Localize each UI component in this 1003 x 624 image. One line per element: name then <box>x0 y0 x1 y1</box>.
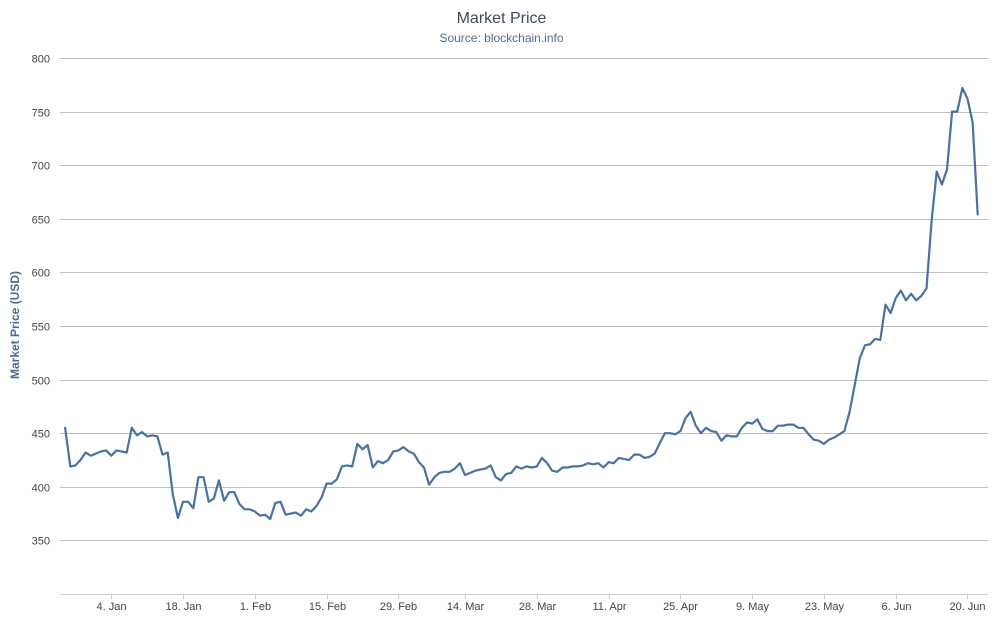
y-tick-label: 650 <box>32 215 50 227</box>
x-axis-ticks: 4. Jan 18. Jan 1. Feb 15. Feb 29. Feb 14. Mar… <box>97 594 986 613</box>
y-tick-label: 800 <box>32 54 50 66</box>
x-tick-label: 4. Jan <box>97 601 127 613</box>
x-tick-label: 11. Apr <box>592 601 626 613</box>
series-line <box>63 86 979 521</box>
grid-lines <box>60 58 988 541</box>
y-tick-label: 750 <box>32 108 50 120</box>
y-tick-label: 450 <box>32 429 50 441</box>
series-layer <box>63 86 979 521</box>
y-axis-label: Market Price (USD) <box>8 271 22 379</box>
x-tick-label: 20. Jun <box>949 601 985 613</box>
chart-title: Market Price <box>456 10 547 27</box>
x-tick-label: 9. May <box>736 601 770 613</box>
y-tick-label: 600 <box>32 268 50 280</box>
y-tick-label: 350 <box>32 536 50 548</box>
x-tick-label: 28. Mar <box>519 601 557 613</box>
x-tick-label: 29. Feb <box>380 601 417 613</box>
y-tick-label: 400 <box>32 483 50 495</box>
x-tick-label: 14. Mar <box>447 601 485 613</box>
x-tick-label: 15. Feb <box>309 601 346 613</box>
y-tick-label: 700 <box>32 161 50 173</box>
y-tick-label: 550 <box>32 322 50 334</box>
chart-subtitle: Source: blockchain.info <box>439 31 564 45</box>
x-tick-label: 1. Feb <box>240 601 271 613</box>
x-tick-label: 25. Apr <box>663 601 698 613</box>
x-tick-label: 18. Jan <box>165 601 201 613</box>
y-axis: 350 400 450 500 550 600 650 700 750 800 <box>32 54 50 548</box>
x-tick-label: 23. May <box>805 601 845 613</box>
x-tick-label: 6. Jun <box>882 601 912 613</box>
y-tick-label: 500 <box>32 376 50 388</box>
